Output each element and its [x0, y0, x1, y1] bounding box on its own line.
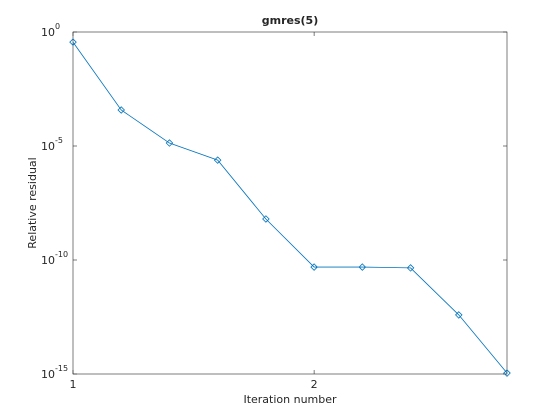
y-tick-exponent: 0: [55, 22, 60, 31]
data-marker: [262, 215, 270, 223]
chart-title: gmres(5): [262, 14, 318, 27]
data-line: [72, 41, 508, 374]
y-tick-label: 10: [41, 254, 55, 267]
data-marker: [406, 264, 415, 272]
data-marker: [310, 263, 318, 271]
y-axis-label: Relative residual: [26, 157, 39, 248]
y-tick-label: 10: [41, 368, 55, 381]
x-tick-label: 2: [311, 378, 318, 391]
plot-area: [72, 31, 508, 375]
x-tick-label: 1: [70, 378, 77, 391]
x-axis-label: Iteration number: [243, 393, 337, 406]
y-tick-base: 10: [41, 368, 55, 381]
y-tick-exponent: -5: [55, 136, 63, 145]
data-marker: [165, 139, 174, 147]
data-marker: [213, 156, 222, 164]
y-tick-base: 10: [41, 254, 55, 267]
data-marker: [69, 38, 77, 46]
y-tick-exponent: -10: [55, 250, 68, 259]
data-marker: [455, 311, 463, 319]
y-tick-label: 10: [41, 26, 55, 39]
y-tick-label: 10: [41, 140, 55, 153]
data-marker: [117, 106, 125, 114]
data-marker: [503, 369, 511, 377]
y-tick-base: 10: [41, 140, 55, 153]
y-tick-base: 10: [41, 26, 55, 39]
y-tick-exponent: -15: [55, 364, 68, 373]
data-marker: [358, 263, 367, 271]
